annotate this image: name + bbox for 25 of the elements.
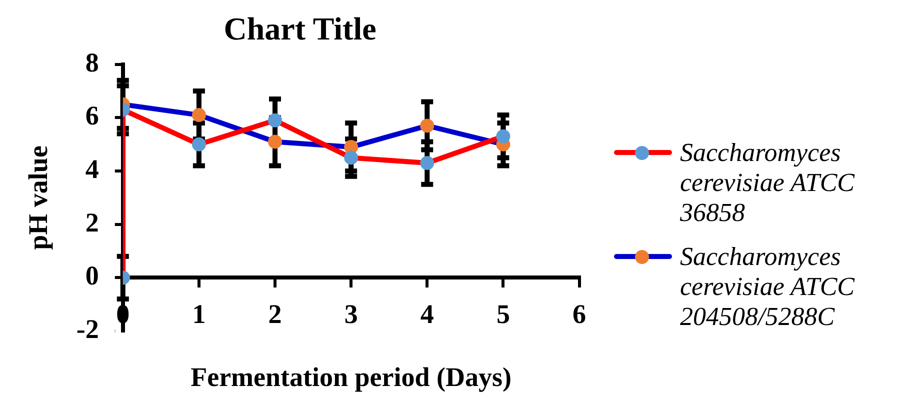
point bbox=[420, 118, 434, 133]
x-tick-label: 4 bbox=[420, 298, 434, 329]
point bbox=[496, 129, 510, 144]
point bbox=[420, 156, 434, 170]
x-tick-label: 2 bbox=[268, 298, 282, 329]
x-tick-label: 6 bbox=[572, 298, 586, 329]
y-tick-label: 0 bbox=[85, 260, 99, 291]
point bbox=[268, 113, 282, 128]
point bbox=[268, 134, 282, 149]
legend-label: Saccharomyces cerevisiae ATCC 204508/5288C bbox=[680, 242, 856, 332]
x-tick-label: 1 bbox=[192, 298, 206, 329]
y-axis-title: pH value bbox=[23, 146, 54, 250]
point bbox=[192, 137, 206, 152]
legend-label: Saccharomyces cerevisiae ATCC 36858 bbox=[680, 138, 856, 228]
y-tick-label: 6 bbox=[85, 100, 99, 131]
x-tick-label: 5 bbox=[496, 298, 510, 329]
point bbox=[344, 150, 358, 165]
x-tick-label: 3 bbox=[344, 298, 358, 329]
chart-title: Chart Title bbox=[224, 10, 376, 46]
y-tick-label: -2 bbox=[76, 314, 99, 344]
x-axis-title: Fermentation period (Days) bbox=[190, 362, 512, 393]
point bbox=[192, 108, 206, 122]
y-tick-label: 4 bbox=[85, 154, 99, 184]
y-tick-label: 8 bbox=[85, 47, 99, 78]
y-tick-label: 2 bbox=[85, 207, 99, 238]
